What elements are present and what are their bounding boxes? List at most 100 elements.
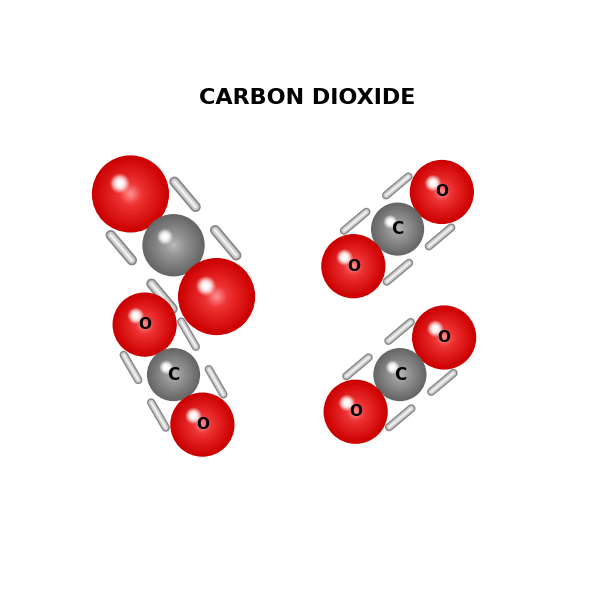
Circle shape [432,325,439,332]
Circle shape [210,290,223,303]
Circle shape [427,176,440,190]
Circle shape [437,187,447,197]
Text: O: O [437,330,451,345]
Circle shape [382,213,413,245]
Circle shape [329,242,378,290]
Circle shape [433,326,437,331]
Circle shape [343,256,364,277]
Circle shape [341,254,348,261]
Circle shape [340,252,367,280]
Circle shape [200,423,204,427]
Circle shape [146,218,200,272]
Circle shape [437,331,451,344]
Circle shape [187,409,218,440]
Circle shape [118,181,143,206]
Circle shape [105,169,156,219]
Circle shape [392,223,403,235]
Circle shape [332,245,374,287]
Circle shape [387,362,398,373]
Circle shape [425,318,463,356]
Circle shape [143,323,146,326]
Circle shape [169,240,179,250]
Circle shape [173,395,232,454]
Circle shape [113,176,127,190]
Circle shape [131,311,158,338]
Circle shape [188,410,217,439]
Circle shape [128,192,133,196]
Circle shape [379,353,421,396]
Circle shape [434,327,455,348]
Circle shape [347,403,364,421]
Circle shape [185,407,220,442]
Circle shape [416,166,468,218]
Circle shape [186,408,201,424]
Circle shape [154,355,194,395]
Circle shape [428,322,460,353]
Circle shape [161,362,187,388]
Circle shape [191,413,196,418]
Circle shape [386,360,414,389]
Circle shape [431,324,440,333]
Circle shape [439,188,445,196]
Circle shape [425,175,441,191]
Circle shape [197,277,215,295]
Circle shape [166,367,181,382]
Circle shape [331,387,380,436]
Circle shape [107,171,154,217]
Circle shape [339,395,355,410]
Circle shape [389,220,406,238]
Circle shape [429,322,442,335]
Circle shape [183,406,221,444]
Circle shape [165,237,182,254]
Circle shape [126,190,134,198]
Circle shape [194,416,211,433]
Circle shape [348,261,359,271]
Circle shape [432,325,457,350]
Circle shape [197,278,236,316]
Circle shape [430,323,458,352]
Circle shape [171,393,234,456]
Circle shape [398,373,401,376]
Circle shape [164,365,169,370]
Circle shape [214,295,218,299]
Circle shape [212,292,221,301]
Circle shape [376,208,419,251]
Circle shape [390,365,395,370]
Circle shape [343,255,347,260]
Circle shape [394,369,406,380]
Circle shape [192,414,213,435]
Circle shape [122,302,167,347]
Circle shape [421,171,463,213]
Circle shape [95,158,166,230]
Circle shape [101,164,160,223]
Circle shape [143,215,204,276]
Circle shape [439,332,449,343]
Circle shape [160,232,187,259]
Circle shape [341,398,370,425]
Circle shape [199,280,212,293]
Circle shape [423,317,465,358]
Circle shape [393,225,402,233]
Circle shape [442,336,446,339]
Circle shape [205,284,207,287]
Circle shape [337,392,375,431]
Circle shape [152,353,195,396]
Circle shape [163,364,170,371]
Circle shape [428,178,439,188]
Circle shape [384,215,397,228]
Circle shape [134,314,138,318]
Circle shape [130,310,142,321]
Circle shape [155,227,192,264]
Circle shape [169,370,178,379]
Circle shape [379,211,416,248]
Circle shape [202,282,232,311]
Circle shape [326,382,385,442]
Circle shape [153,225,194,266]
Circle shape [386,218,409,241]
Circle shape [139,319,150,330]
Circle shape [133,313,139,319]
Circle shape [151,352,197,398]
Circle shape [421,315,467,360]
Circle shape [161,233,185,257]
Circle shape [422,173,461,211]
